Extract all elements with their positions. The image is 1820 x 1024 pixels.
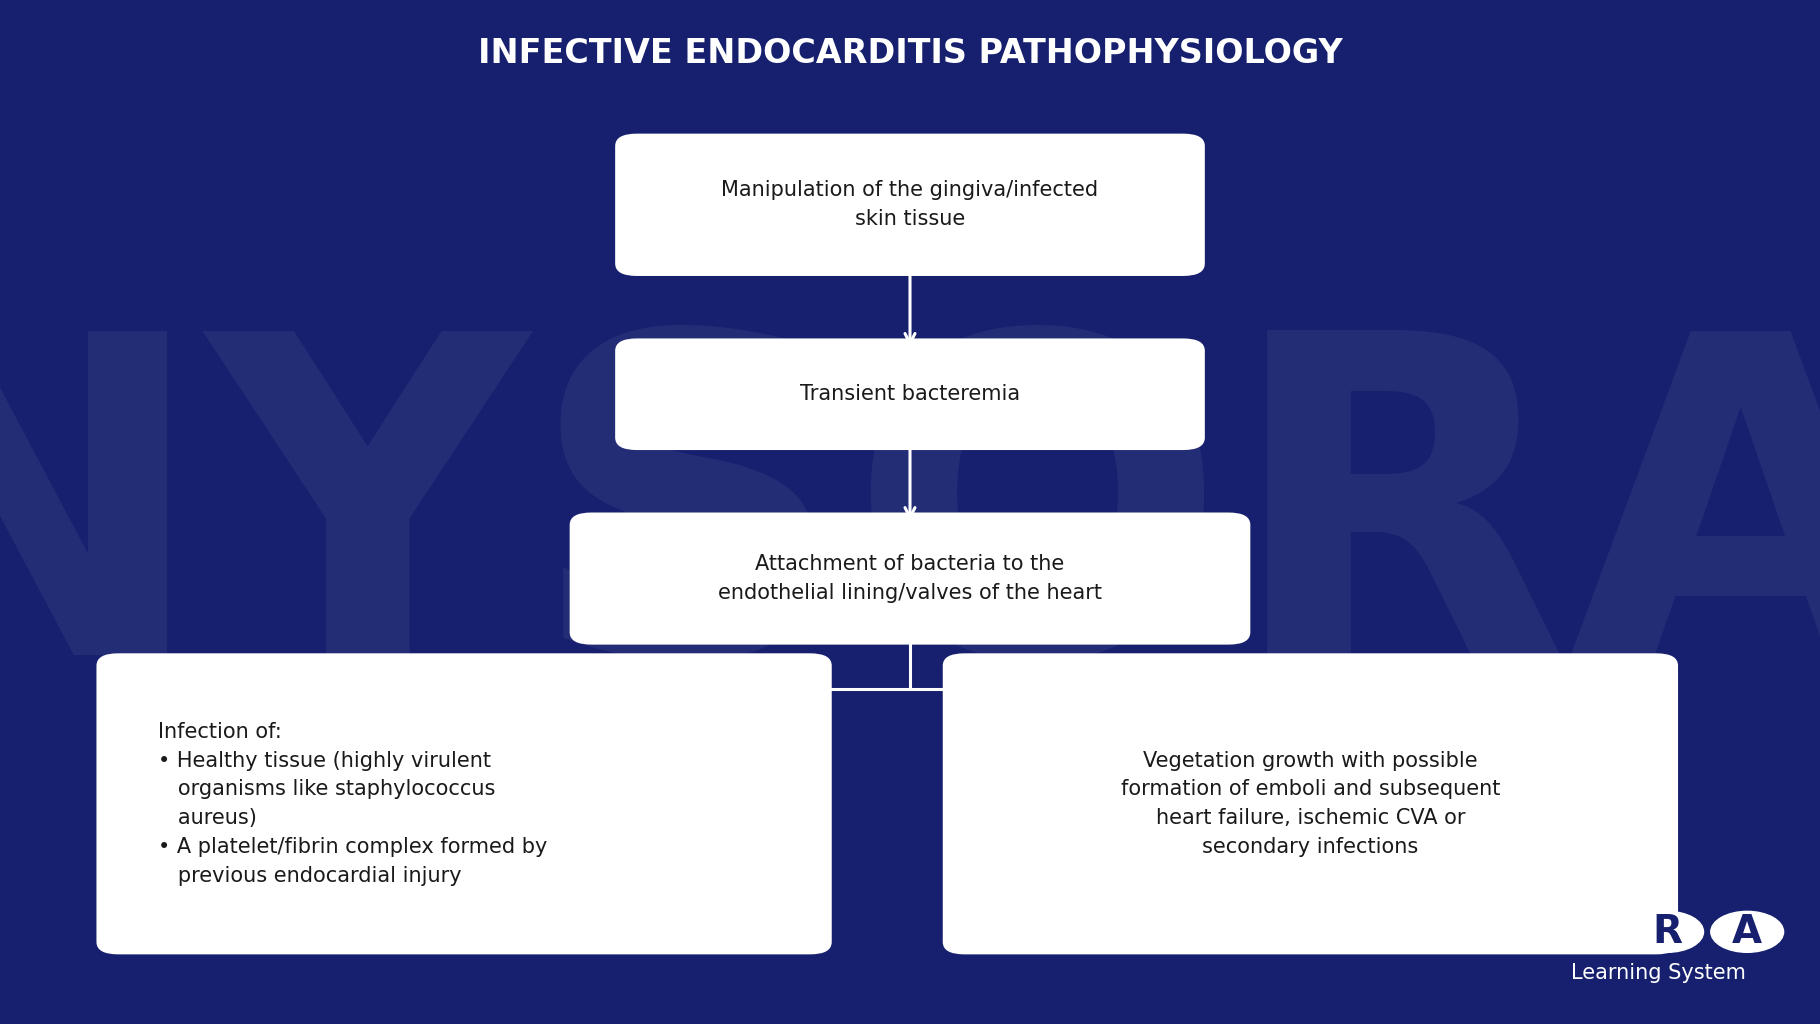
FancyBboxPatch shape bbox=[615, 338, 1205, 451]
Text: Manipulation of the gingiva/infected
skin tissue: Manipulation of the gingiva/infected ski… bbox=[721, 180, 1099, 229]
FancyBboxPatch shape bbox=[570, 512, 1250, 645]
Text: A: A bbox=[1733, 912, 1762, 951]
FancyBboxPatch shape bbox=[96, 653, 832, 954]
Text: Learning System: Learning System bbox=[1571, 963, 1745, 983]
Text: NYSORA: NYSORA bbox=[0, 317, 1820, 748]
Text: Vegetation growth with possible
formation of emboli and subsequent
heart failure: Vegetation growth with possible formatio… bbox=[1121, 751, 1500, 857]
Text: Transient bacteremia: Transient bacteremia bbox=[801, 384, 1019, 404]
Circle shape bbox=[1631, 911, 1704, 952]
Text: Attachment of bacteria to the
endothelial lining/valves of the heart: Attachment of bacteria to the endothelia… bbox=[719, 554, 1101, 603]
Text: Infection of:
• Healthy tissue (highly virulent
   organisms like staphylococcus: Infection of: • Healthy tissue (highly v… bbox=[158, 722, 548, 886]
Circle shape bbox=[1711, 911, 1784, 952]
FancyBboxPatch shape bbox=[943, 653, 1678, 954]
Text: NYSO: NYSO bbox=[1498, 912, 1620, 951]
FancyBboxPatch shape bbox=[615, 133, 1205, 275]
Text: INFECTIVE ENDOCARDITIS PATHOPHYSIOLOGY: INFECTIVE ENDOCARDITIS PATHOPHYSIOLOGY bbox=[477, 37, 1343, 70]
Text: R: R bbox=[1653, 912, 1682, 951]
Text: +: + bbox=[1350, 914, 1390, 962]
